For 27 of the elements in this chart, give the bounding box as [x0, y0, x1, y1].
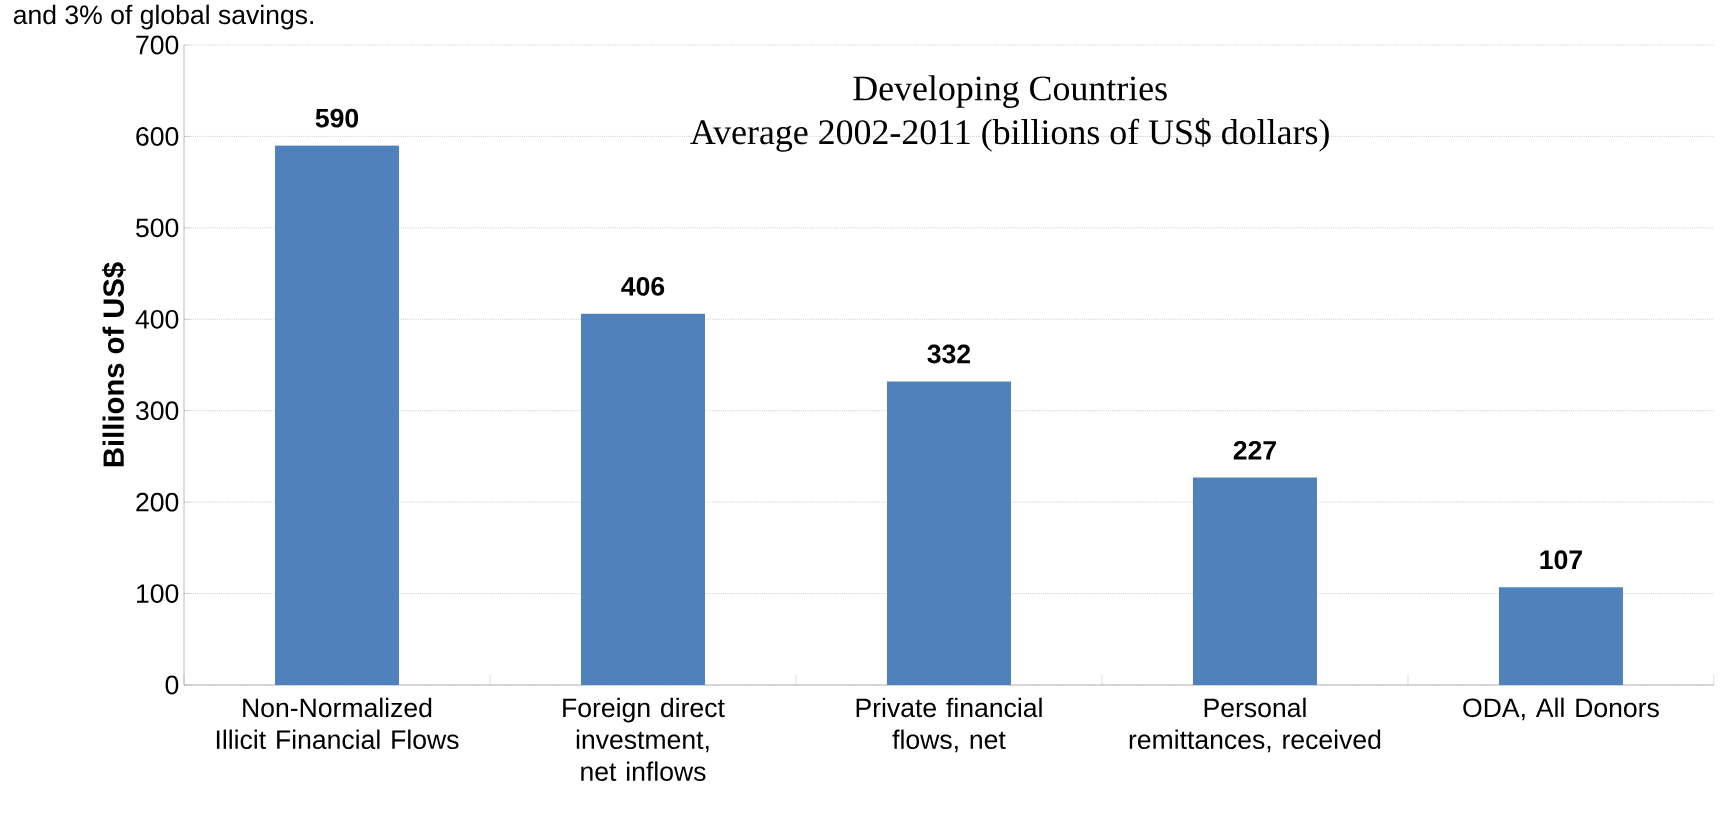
- bar: [1192, 477, 1317, 685]
- bar: [580, 313, 705, 685]
- bar: [275, 145, 399, 685]
- x-tick-label: Non-Normalized Illicit Financial Flows: [216, 697, 459, 750]
- data-label: 107: [1540, 550, 1582, 570]
- bar: [1498, 587, 1623, 685]
- data-label: 332: [927, 344, 971, 364]
- y-tick-label: 600: [136, 127, 179, 146]
- x-tick-label: Private financial flows, net: [856, 697, 1042, 753]
- text: Average 2002-2011 (billions of US$ dollars): [690, 118, 1329, 152]
- bar: [886, 381, 1011, 685]
- y-tick-label: 300: [136, 401, 179, 421]
- y-tick-label: 700: [136, 35, 179, 55]
- y-tick-label: 0: [165, 675, 179, 695]
- x-tick-label: ODA, All Donors: [1463, 697, 1659, 721]
- x-tick-label: Personal remittances, received: [1129, 697, 1381, 753]
- y-axis-title: Billions of US$: [102, 262, 126, 467]
- x-tick-label: Foreign direct investment, net inflows: [563, 697, 725, 781]
- data-label: 227: [1233, 440, 1276, 460]
- y-tick-label: 500: [136, 218, 179, 238]
- text: Developing Countries: [853, 75, 1167, 108]
- data-label: 590: [315, 108, 359, 128]
- y-tick-label: 100: [137, 584, 179, 603]
- y-tick-label: 200: [136, 492, 179, 512]
- text: and 3% of global savings.: [13, 4, 313, 30]
- y-tick-label: 400: [135, 309, 179, 329]
- data-label: 406: [621, 276, 665, 296]
